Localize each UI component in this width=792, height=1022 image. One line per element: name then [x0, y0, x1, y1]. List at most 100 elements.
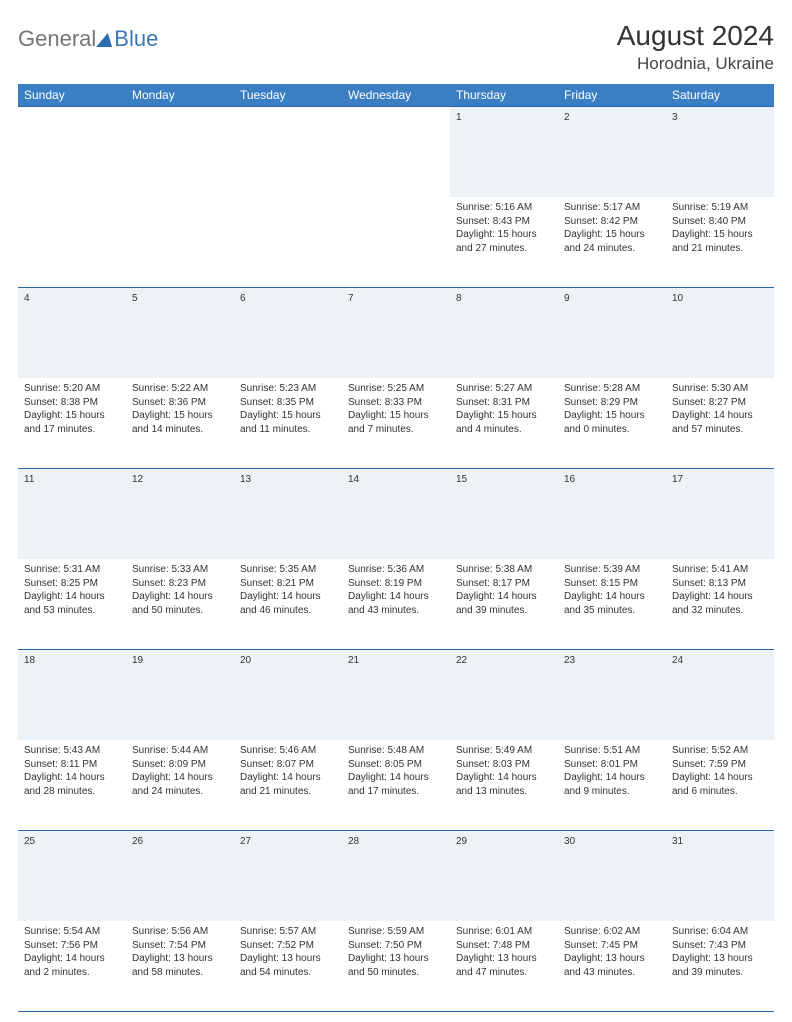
logo-text-blue: Blue [114, 26, 158, 52]
calendar-table: Sunday Monday Tuesday Wednesday Thursday… [18, 84, 774, 1012]
day-number: 10 [666, 288, 774, 379]
day-number: 11 [18, 469, 126, 560]
sunrise-text: Sunrise: 5:25 AM [348, 382, 444, 396]
day-cell: Sunrise: 5:27 AMSunset: 8:31 PMDaylight:… [450, 378, 558, 469]
page-title: August 2024 [617, 20, 774, 52]
sunset-text: Sunset: 8:31 PM [456, 396, 552, 410]
sunrise-text: Sunrise: 5:36 AM [348, 563, 444, 577]
day-cell: Sunrise: 5:16 AMSunset: 8:43 PMDaylight:… [450, 197, 558, 288]
day-cell: Sunrise: 5:19 AMSunset: 8:40 PMDaylight:… [666, 197, 774, 288]
daylight-text: Daylight: 14 hours and 53 minutes. [24, 590, 120, 617]
day-number: 19 [126, 650, 234, 741]
sunset-text: Sunset: 7:56 PM [24, 939, 120, 953]
sunrise-text: Sunrise: 5:48 AM [348, 744, 444, 758]
calendar-header-row: Sunday Monday Tuesday Wednesday Thursday… [18, 84, 774, 107]
day-number [342, 107, 450, 198]
sunrise-text: Sunrise: 5:57 AM [240, 925, 336, 939]
sunset-text: Sunset: 8:13 PM [672, 577, 768, 591]
day-cell: Sunrise: 5:20 AMSunset: 8:38 PMDaylight:… [18, 378, 126, 469]
day-header: Friday [558, 84, 666, 107]
sunset-text: Sunset: 7:50 PM [348, 939, 444, 953]
sunrise-text: Sunrise: 5:30 AM [672, 382, 768, 396]
day-info-row: Sunrise: 5:16 AMSunset: 8:43 PMDaylight:… [18, 197, 774, 288]
daylight-text: Daylight: 14 hours and 13 minutes. [456, 771, 552, 798]
sunset-text: Sunset: 8:05 PM [348, 758, 444, 772]
day-number: 4 [18, 288, 126, 379]
sunset-text: Sunset: 8:09 PM [132, 758, 228, 772]
daylight-text: Daylight: 13 hours and 58 minutes. [132, 952, 228, 979]
day-number: 30 [558, 831, 666, 922]
daylight-text: Daylight: 15 hours and 14 minutes. [132, 409, 228, 436]
daylight-text: Daylight: 13 hours and 50 minutes. [348, 952, 444, 979]
day-number-row: 18192021222324 [18, 650, 774, 741]
sunset-text: Sunset: 8:25 PM [24, 577, 120, 591]
day-number-row: 45678910 [18, 288, 774, 379]
day-cell: Sunrise: 5:49 AMSunset: 8:03 PMDaylight:… [450, 740, 558, 831]
day-cell: Sunrise: 5:41 AMSunset: 8:13 PMDaylight:… [666, 559, 774, 650]
day-cell: Sunrise: 6:01 AMSunset: 7:48 PMDaylight:… [450, 921, 558, 1012]
sunrise-text: Sunrise: 5:54 AM [24, 925, 120, 939]
sunset-text: Sunset: 8:43 PM [456, 215, 552, 229]
day-number: 23 [558, 650, 666, 741]
daylight-text: Daylight: 14 hours and 46 minutes. [240, 590, 336, 617]
day-cell: Sunrise: 5:22 AMSunset: 8:36 PMDaylight:… [126, 378, 234, 469]
sunrise-text: Sunrise: 5:52 AM [672, 744, 768, 758]
day-number: 5 [126, 288, 234, 379]
sunrise-text: Sunrise: 5:43 AM [24, 744, 120, 758]
day-cell [234, 197, 342, 288]
day-cell: Sunrise: 6:04 AMSunset: 7:43 PMDaylight:… [666, 921, 774, 1012]
sunrise-text: Sunrise: 5:16 AM [456, 201, 552, 215]
day-cell [342, 197, 450, 288]
daylight-text: Daylight: 14 hours and 28 minutes. [24, 771, 120, 798]
day-cell: Sunrise: 5:39 AMSunset: 8:15 PMDaylight:… [558, 559, 666, 650]
sunrise-text: Sunrise: 5:35 AM [240, 563, 336, 577]
sunset-text: Sunset: 7:54 PM [132, 939, 228, 953]
daylight-text: Daylight: 13 hours and 54 minutes. [240, 952, 336, 979]
daylight-text: Daylight: 13 hours and 39 minutes. [672, 952, 768, 979]
day-cell: Sunrise: 5:31 AMSunset: 8:25 PMDaylight:… [18, 559, 126, 650]
sunset-text: Sunset: 8:35 PM [240, 396, 336, 410]
daylight-text: Daylight: 14 hours and 50 minutes. [132, 590, 228, 617]
day-number: 21 [342, 650, 450, 741]
daylight-text: Daylight: 14 hours and 35 minutes. [564, 590, 660, 617]
sunrise-text: Sunrise: 6:01 AM [456, 925, 552, 939]
sunset-text: Sunset: 7:48 PM [456, 939, 552, 953]
day-number: 9 [558, 288, 666, 379]
logo: General Blue [18, 26, 158, 52]
daylight-text: Daylight: 14 hours and 24 minutes. [132, 771, 228, 798]
day-cell: Sunrise: 5:43 AMSunset: 8:11 PMDaylight:… [18, 740, 126, 831]
day-number [126, 107, 234, 198]
day-number-row: 123 [18, 107, 774, 198]
sunrise-text: Sunrise: 5:22 AM [132, 382, 228, 396]
day-cell: Sunrise: 5:54 AMSunset: 7:56 PMDaylight:… [18, 921, 126, 1012]
sunrise-text: Sunrise: 5:27 AM [456, 382, 552, 396]
sunrise-text: Sunrise: 5:59 AM [348, 925, 444, 939]
sunset-text: Sunset: 8:21 PM [240, 577, 336, 591]
day-cell: Sunrise: 5:46 AMSunset: 8:07 PMDaylight:… [234, 740, 342, 831]
sunset-text: Sunset: 8:42 PM [564, 215, 660, 229]
day-cell: Sunrise: 5:56 AMSunset: 7:54 PMDaylight:… [126, 921, 234, 1012]
day-number: 16 [558, 469, 666, 560]
day-cell: Sunrise: 5:25 AMSunset: 8:33 PMDaylight:… [342, 378, 450, 469]
day-cell: Sunrise: 5:30 AMSunset: 8:27 PMDaylight:… [666, 378, 774, 469]
daylight-text: Daylight: 15 hours and 17 minutes. [24, 409, 120, 436]
day-cell: Sunrise: 5:51 AMSunset: 8:01 PMDaylight:… [558, 740, 666, 831]
day-number: 26 [126, 831, 234, 922]
sunset-text: Sunset: 8:33 PM [348, 396, 444, 410]
sunset-text: Sunset: 8:17 PM [456, 577, 552, 591]
sunrise-text: Sunrise: 5:49 AM [456, 744, 552, 758]
sunrise-text: Sunrise: 5:28 AM [564, 382, 660, 396]
sunrise-text: Sunrise: 6:04 AM [672, 925, 768, 939]
daylight-text: Daylight: 14 hours and 9 minutes. [564, 771, 660, 798]
day-info-row: Sunrise: 5:31 AMSunset: 8:25 PMDaylight:… [18, 559, 774, 650]
sunset-text: Sunset: 8:11 PM [24, 758, 120, 772]
logo-text-general: General [18, 26, 96, 52]
day-header: Saturday [666, 84, 774, 107]
day-cell: Sunrise: 5:35 AMSunset: 8:21 PMDaylight:… [234, 559, 342, 650]
sunrise-text: Sunrise: 5:46 AM [240, 744, 336, 758]
sunset-text: Sunset: 8:40 PM [672, 215, 768, 229]
sunset-text: Sunset: 7:59 PM [672, 758, 768, 772]
sunset-text: Sunset: 8:03 PM [456, 758, 552, 772]
day-number: 8 [450, 288, 558, 379]
day-number [18, 107, 126, 198]
